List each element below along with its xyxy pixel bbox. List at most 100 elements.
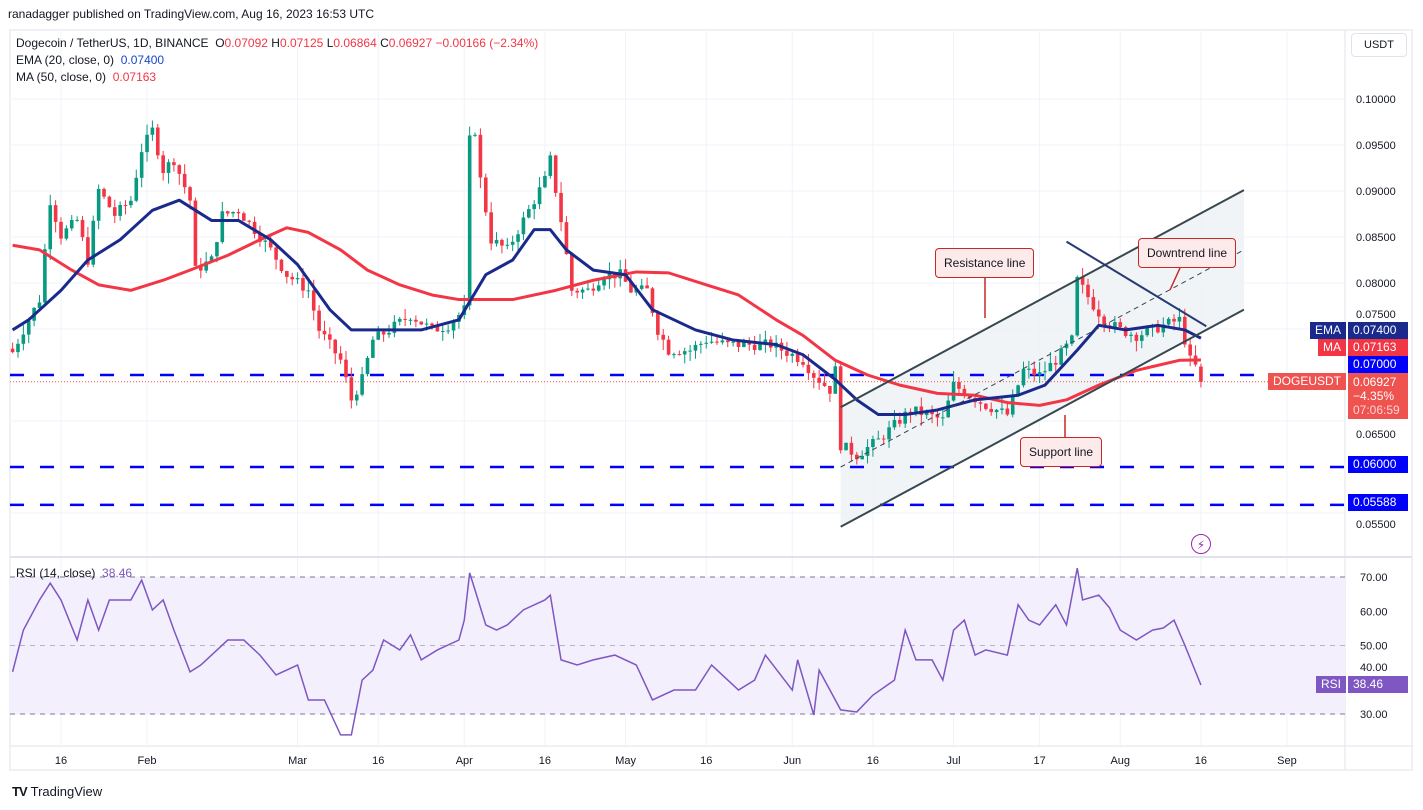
- candle-body: [1053, 362, 1058, 365]
- candle-body: [817, 377, 821, 383]
- candle-body: [570, 254, 574, 291]
- ema-legend-row[interactable]: EMA (20, close, 0) 0.07400: [16, 52, 538, 69]
- candle-body: [419, 321, 424, 325]
- candle-body: [1188, 344, 1192, 356]
- ema-name-tag: EMA: [1309, 322, 1346, 339]
- candle-body: [500, 239, 504, 246]
- candle-body: [639, 285, 644, 289]
- lightning-icon[interactable]: ⚡︎: [1191, 534, 1211, 554]
- high-value: 0.07125: [279, 36, 324, 50]
- candle-body: [543, 175, 547, 188]
- price-axis-label: 0.08000: [1356, 278, 1396, 290]
- candle-body: [1172, 318, 1176, 322]
- candle-body: [112, 207, 117, 216]
- candle-body: [849, 442, 854, 455]
- candle-body: [844, 442, 848, 451]
- rsi-legend[interactable]: RSI (14, close) 38.46: [16, 566, 132, 580]
- time-axis-label: Mar: [288, 755, 307, 767]
- candle-body: [1123, 327, 1128, 336]
- candle-body: [43, 249, 47, 303]
- ema20-line: [11, 198, 1202, 417]
- symbol-title[interactable]: Dogecoin / TetherUS, 1D, BINANCE: [16, 36, 209, 50]
- time-axis-label: 16: [539, 755, 551, 767]
- candle-body: [537, 187, 542, 205]
- candle-body: [532, 204, 536, 210]
- candle-body: [989, 408, 994, 413]
- candle-body: [1059, 348, 1063, 365]
- candle-body: [548, 155, 553, 176]
- change-value: −0.00166 (−2.34%): [435, 36, 539, 50]
- rsi-pane[interactable]: [10, 567, 1345, 736]
- tradingview-logo-icon: TV: [12, 784, 28, 799]
- ma-name-tag: MA: [1318, 339, 1346, 356]
- candle-body: [290, 276, 295, 280]
- price-axis-label: 0.05500: [1356, 519, 1396, 531]
- candle-body: [806, 364, 811, 374]
- candle-body: [231, 211, 235, 214]
- candle-body: [1021, 368, 1026, 386]
- downtrend-line-callout[interactable]: Downtrend line: [1138, 238, 1237, 268]
- support-line-callout[interactable]: Support line: [1020, 437, 1103, 467]
- candle-body: [828, 385, 832, 394]
- ma50-line: [12, 226, 1201, 407]
- candle-body: [957, 381, 961, 389]
- candle-body: [403, 318, 407, 320]
- time-axis-label: Jul: [947, 755, 961, 767]
- candle-body: [414, 319, 418, 322]
- ma-legend-row[interactable]: MA (50, close, 0) 0.07163: [16, 69, 538, 86]
- candle-body: [559, 192, 563, 223]
- candle-body: [1091, 297, 1096, 310]
- time-axis-label: May: [615, 755, 636, 767]
- candle-body: [1075, 276, 1080, 336]
- rsi-axis-label: 30.00: [1360, 709, 1388, 721]
- candle-body: [48, 205, 53, 250]
- ema-value: 0.07400: [120, 53, 165, 67]
- candle-body: [1113, 322, 1117, 328]
- candle-body: [129, 200, 133, 206]
- resistance-line-callout[interactable]: Resistance line: [935, 248, 1035, 278]
- candle-body: [1043, 371, 1047, 373]
- axes: 16 Feb Mar 16 Apr 16 May 16 Jun 16 Jul 17 Aug 16 Sep 0.…: [55, 94, 1396, 767]
- candle-body: [16, 343, 20, 353]
- candle-body: [145, 134, 149, 153]
- candle-body: [1086, 284, 1090, 298]
- price-pane[interactable]: [10, 120, 1345, 528]
- candle-body: [1027, 368, 1031, 370]
- candle-body: [446, 330, 450, 332]
- candle-body: [758, 342, 762, 350]
- candle-body: [521, 217, 526, 235]
- candle-body: [1177, 316, 1182, 322]
- candle-body: [1010, 395, 1015, 415]
- candle-body: [392, 321, 397, 333]
- candle-body: [908, 411, 913, 413]
- candle-body: [397, 318, 402, 322]
- candle-body: [317, 310, 321, 331]
- candle-body: [650, 288, 655, 313]
- channel-lower-line: [840, 308, 1245, 528]
- candle-body: [225, 211, 230, 214]
- rsi-axis-label: 50.00: [1360, 641, 1388, 653]
- candle-body: [123, 204, 128, 206]
- candle-body: [860, 455, 864, 460]
- candle-body: [139, 152, 144, 178]
- currency-button[interactable]: USDT: [1351, 33, 1407, 57]
- candle-body: [838, 366, 843, 451]
- candle-body: [193, 200, 198, 266]
- channel-upper-line: [840, 189, 1245, 409]
- candle-body: [86, 237, 90, 265]
- candle-body: [742, 342, 746, 348]
- candle-body: [1000, 408, 1004, 410]
- candle-body: [892, 419, 897, 428]
- candle-body: [1161, 324, 1166, 333]
- candle-body: [1102, 316, 1106, 326]
- candle-body: [91, 220, 96, 265]
- candle-body: [1166, 318, 1171, 325]
- candle-body: [150, 127, 155, 135]
- candle-body: [371, 339, 375, 358]
- candle-body: [672, 354, 676, 356]
- candle-body: [1032, 368, 1037, 376]
- last-price-tag: 0.06927 −4.35% 07:06:59: [1348, 373, 1408, 419]
- publisher-line: ranadagger published on TradingView.com,…: [8, 7, 375, 21]
- time-axis-label: 16: [1195, 755, 1207, 767]
